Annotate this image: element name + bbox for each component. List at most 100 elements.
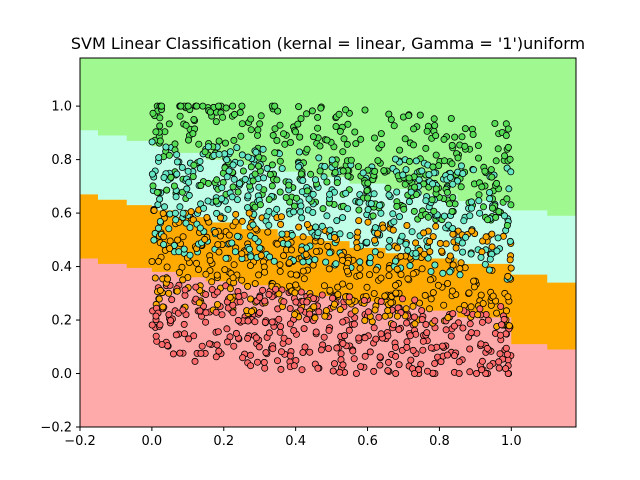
scatter-point	[224, 205, 232, 213]
scatter-point	[317, 237, 325, 245]
scatter-point	[426, 248, 434, 256]
scatter-point	[485, 266, 493, 274]
scatter-point	[186, 251, 194, 259]
scatter-point	[174, 236, 182, 244]
scatter-point	[286, 320, 294, 328]
scatter-point	[395, 213, 403, 221]
scatter-point	[189, 216, 197, 224]
scatter-point	[271, 149, 279, 157]
scatter-point	[334, 290, 342, 298]
scatter-point	[213, 176, 221, 184]
scatter-point	[231, 248, 239, 256]
scatter-point	[187, 208, 195, 216]
scatter-point	[453, 177, 461, 185]
scatter-point	[185, 335, 193, 343]
chart-title: SVM Linear Classification (kernal = line…	[71, 34, 585, 53]
scatter-point	[292, 298, 300, 306]
scatter-point	[457, 162, 465, 170]
scatter-point	[297, 170, 305, 178]
scatter-point	[432, 132, 440, 140]
scatter-point	[296, 208, 304, 216]
scatter-point	[225, 231, 233, 239]
scatter-point	[493, 179, 501, 187]
scatter-point	[276, 328, 284, 336]
scatter-point	[190, 116, 198, 124]
scatter-point	[306, 310, 314, 318]
scatter-point	[409, 141, 417, 149]
scatter-point	[195, 299, 203, 307]
scatter-point	[356, 258, 364, 266]
scatter-point	[326, 286, 334, 294]
scatter-point	[469, 166, 477, 174]
scatter-point	[197, 181, 205, 189]
scatter-point	[367, 200, 375, 208]
scatter-point	[222, 104, 230, 112]
scatter-point	[288, 231, 296, 239]
scatter-point	[277, 322, 285, 330]
scatter-point	[287, 246, 295, 254]
scatter-point	[182, 219, 190, 227]
scatter-point	[180, 330, 188, 338]
scatter-point	[276, 261, 284, 269]
scatter-point	[252, 334, 260, 342]
scatter-point	[238, 250, 246, 258]
scatter-point	[229, 161, 237, 169]
scatter-point	[165, 225, 173, 233]
scatter-point	[428, 196, 436, 204]
y-tick-label: 0.0	[51, 367, 72, 382]
scatter-point	[357, 135, 365, 143]
scatter-point	[405, 112, 413, 120]
scatter-point	[286, 138, 294, 146]
scatter-point	[292, 281, 300, 289]
scatter-point	[462, 233, 470, 241]
scatter-point	[449, 230, 457, 238]
scatter-point	[290, 326, 298, 334]
scatter-point	[495, 358, 503, 366]
scatter-point	[148, 257, 156, 265]
scatter-point	[436, 239, 444, 247]
scatter-point	[494, 145, 502, 153]
scatter-point	[371, 248, 379, 256]
scatter-point	[319, 205, 327, 213]
scatter-point	[265, 221, 273, 229]
scatter-point	[333, 217, 341, 225]
scatter-point	[447, 332, 455, 340]
scatter-point	[432, 151, 440, 159]
scatter-point	[486, 362, 494, 370]
scatter-point	[307, 170, 315, 178]
scatter-point	[273, 176, 281, 184]
scatter-point	[478, 248, 486, 256]
scatter-point	[159, 303, 167, 311]
scatter-point	[158, 340, 166, 348]
scatter-point	[228, 239, 236, 247]
scatter-point	[505, 185, 513, 193]
scatter-point	[314, 124, 322, 132]
scatter-point	[261, 268, 269, 276]
scatter-point	[257, 251, 265, 259]
scatter-point	[223, 173, 231, 181]
scatter-point	[316, 167, 324, 175]
scatter-point	[376, 353, 384, 361]
scatter-point	[171, 209, 179, 217]
scatter-point	[234, 316, 242, 324]
scatter-point	[356, 271, 364, 279]
scatter-point	[265, 329, 273, 337]
scatter-point	[461, 142, 469, 150]
scatter-point	[458, 133, 466, 141]
scatter-point	[255, 271, 263, 279]
scatter-point	[202, 309, 210, 317]
scatter-point	[334, 283, 342, 291]
scatter-point	[247, 295, 255, 303]
scatter-point	[268, 318, 276, 326]
scatter-point	[196, 164, 204, 172]
scatter-point	[475, 197, 483, 205]
scatter-point	[467, 329, 475, 337]
scatter-point	[372, 266, 380, 274]
scatter-point	[273, 240, 281, 248]
scatter-point	[299, 258, 307, 266]
scatter-point	[389, 210, 397, 218]
scatter-point	[370, 134, 378, 142]
scatter-point	[239, 354, 247, 362]
scatter-point	[256, 309, 264, 317]
scatter-point	[180, 320, 188, 328]
